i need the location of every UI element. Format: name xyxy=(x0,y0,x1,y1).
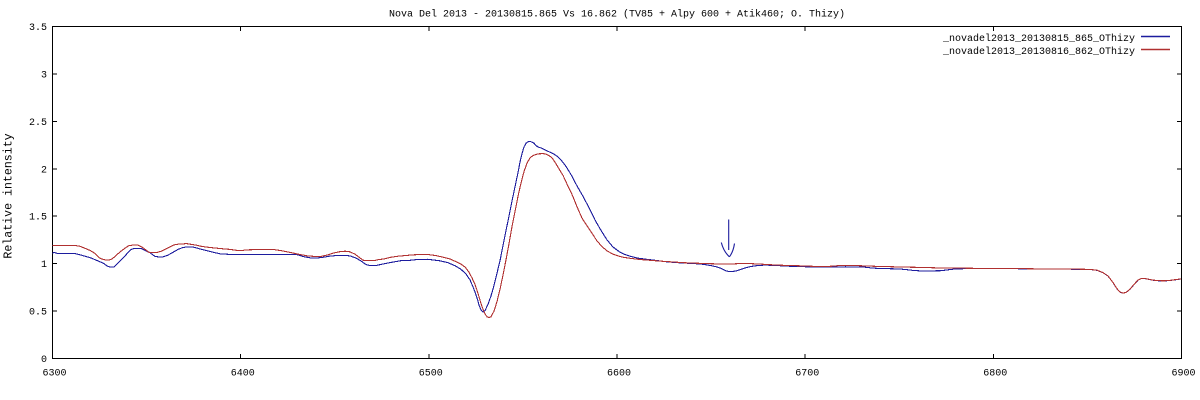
svg-text:6400: 6400 xyxy=(231,369,255,380)
svg-text:Relative intensity: Relative intensity xyxy=(3,133,16,258)
svg-text:6500: 6500 xyxy=(419,369,443,380)
svg-text:1: 1 xyxy=(41,260,47,271)
svg-text:6900: 6900 xyxy=(1171,369,1195,380)
svg-text:1.5: 1.5 xyxy=(29,213,47,224)
svg-text:_novadel2013_20130816_862_OThi: _novadel2013_20130816_862_OThizy xyxy=(942,46,1135,58)
svg-text:2: 2 xyxy=(41,165,47,176)
svg-text:0.5: 0.5 xyxy=(29,308,47,319)
svg-text:2.5: 2.5 xyxy=(29,118,47,129)
svg-text:6600: 6600 xyxy=(607,369,631,380)
svg-text:0: 0 xyxy=(41,355,47,366)
svg-text:3.5: 3.5 xyxy=(29,23,47,34)
svg-text:6800: 6800 xyxy=(983,369,1007,380)
svg-text:6700: 6700 xyxy=(795,369,819,380)
svg-text:6300: 6300 xyxy=(42,369,66,380)
svg-text:_novadel2013_20130815_865_OThi: _novadel2013_20130815_865_OThizy xyxy=(942,33,1135,45)
svg-text:3: 3 xyxy=(41,70,47,81)
svg-text:Nova Del 2013 - 20130815.865 V: Nova Del 2013 - 20130815.865 Vs 16.862 (… xyxy=(389,9,845,21)
